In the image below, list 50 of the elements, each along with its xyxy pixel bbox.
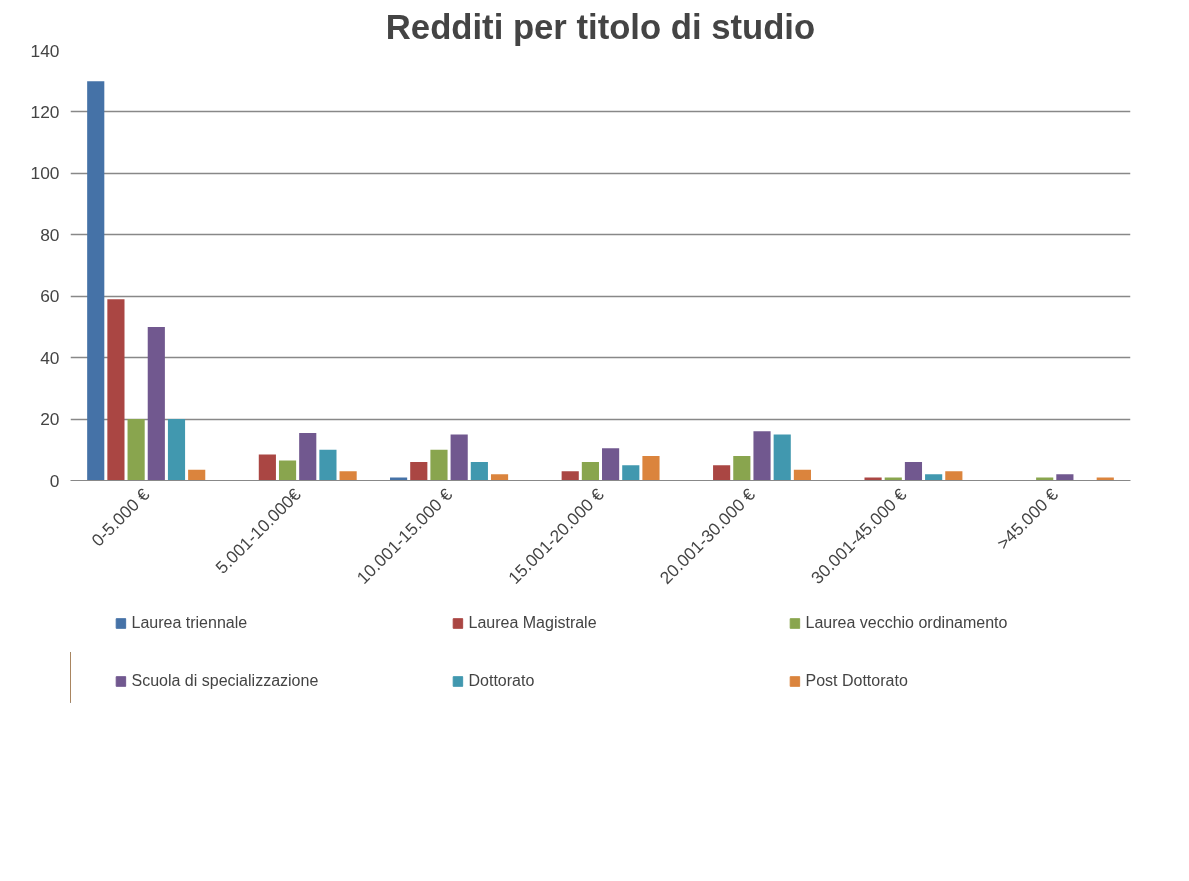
- y-tick-label: 40: [40, 347, 60, 368]
- y-tick-label: 0: [49, 470, 60, 491]
- bar: [1036, 477, 1054, 481]
- bar: [490, 474, 509, 481]
- bar: [390, 477, 408, 481]
- y-tick-label: 140: [30, 40, 60, 61]
- bar: [642, 455, 660, 481]
- bar: [561, 471, 579, 481]
- y-tick-label: 60: [40, 286, 60, 307]
- bar: [107, 299, 125, 481]
- bar: [793, 469, 811, 481]
- legend-label: Dottorato: [468, 672, 536, 690]
- bar: [753, 431, 771, 481]
- bar: [733, 455, 751, 481]
- bar: [470, 462, 488, 481]
- legend-label: Laurea vecchio ordinamento: [805, 614, 1009, 632]
- bar: [147, 326, 165, 481]
- y-tick-label: 120: [30, 101, 60, 122]
- bar: [278, 460, 297, 481]
- bar: [430, 449, 448, 481]
- bar: [773, 434, 791, 481]
- bar: [581, 462, 599, 481]
- bar: [945, 471, 963, 481]
- legend-label: Post Dottorato: [805, 672, 909, 690]
- bar: [713, 465, 731, 481]
- bar: [904, 462, 923, 481]
- bar: [1056, 474, 1074, 481]
- bar: [299, 432, 317, 481]
- bar: [602, 448, 620, 481]
- bar: [622, 465, 640, 481]
- bar: [864, 477, 882, 481]
- y-tick-label: 80: [40, 224, 60, 245]
- chart-title: Redditi per titolo di studio: [385, 7, 816, 46]
- bar: [925, 474, 943, 481]
- legend-label: Laurea Magistrale: [468, 614, 598, 632]
- bar: [410, 462, 428, 481]
- y-tick-label: 20: [40, 409, 60, 430]
- y-tick-label: 100: [30, 163, 60, 184]
- bar: [1096, 477, 1114, 481]
- bar: [188, 469, 206, 481]
- bar: [167, 419, 186, 481]
- bar: [127, 419, 145, 481]
- bar: [339, 471, 357, 481]
- bar: [884, 477, 902, 481]
- bar: [87, 81, 105, 481]
- bar: [319, 449, 337, 481]
- legend-label: Scuola di specializzazione: [131, 672, 320, 690]
- bar: [258, 454, 276, 481]
- legend-label: Laurea triennale: [131, 614, 249, 632]
- bar: [450, 434, 468, 481]
